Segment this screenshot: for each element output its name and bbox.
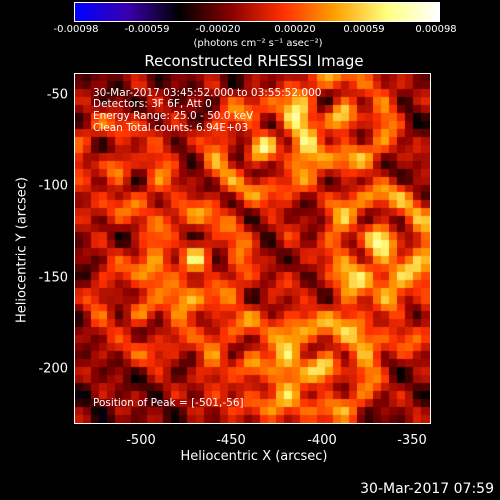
colorbar-tick: 0.00059: [343, 24, 385, 35]
colorbar-tick: 0.00020: [274, 24, 316, 35]
annotation-counts: Clean Total counts: 6.94E+03: [93, 122, 249, 134]
colorbar-tick: -0.00059: [124, 24, 170, 35]
footer-timestamp: 30-Mar-2017 07:59: [360, 481, 494, 497]
y-tick-label: -200: [38, 361, 68, 377]
x-tick-label: -350: [397, 433, 427, 448]
colorbar-unit-label: (photons cm⁻² s⁻¹ asec⁻²): [193, 38, 323, 49]
colorbar-gradient: [74, 2, 440, 22]
colorbar-tick: 0.00098: [415, 24, 457, 35]
x-tick-label: -400: [307, 433, 337, 448]
x-tick-label: -500: [126, 433, 156, 448]
colorbar-tick: -0.00020: [195, 24, 241, 35]
x-tick-label: -450: [216, 433, 246, 448]
x-axis-label: Heliocentric X (arcsec): [180, 449, 328, 464]
y-tick-label: -100: [38, 178, 68, 194]
annotation-energy-range: Energy Range: 25.0 - 50.0 keV: [93, 110, 254, 122]
annotation-time-range: 30-Mar-2017 03:45:52.000 to 03:55:52.000: [93, 87, 322, 99]
chart-title: Reconstructed RHESSI Image: [144, 52, 364, 70]
annotation-detectors: Detectors: 3F 6F, Att 0: [93, 98, 212, 110]
colorbar: [74, 2, 440, 22]
plot-area: [74, 73, 431, 424]
peak-position-label: Position of Peak = [-501,-56]: [93, 397, 244, 409]
heatmap-image: [75, 74, 430, 423]
y-axis-label: Heliocentric Y (arcsec): [14, 177, 30, 323]
y-tick-label: -50: [46, 87, 68, 103]
y-tick-label: -150: [38, 270, 68, 286]
colorbar-tick: -0.00098: [53, 24, 99, 35]
